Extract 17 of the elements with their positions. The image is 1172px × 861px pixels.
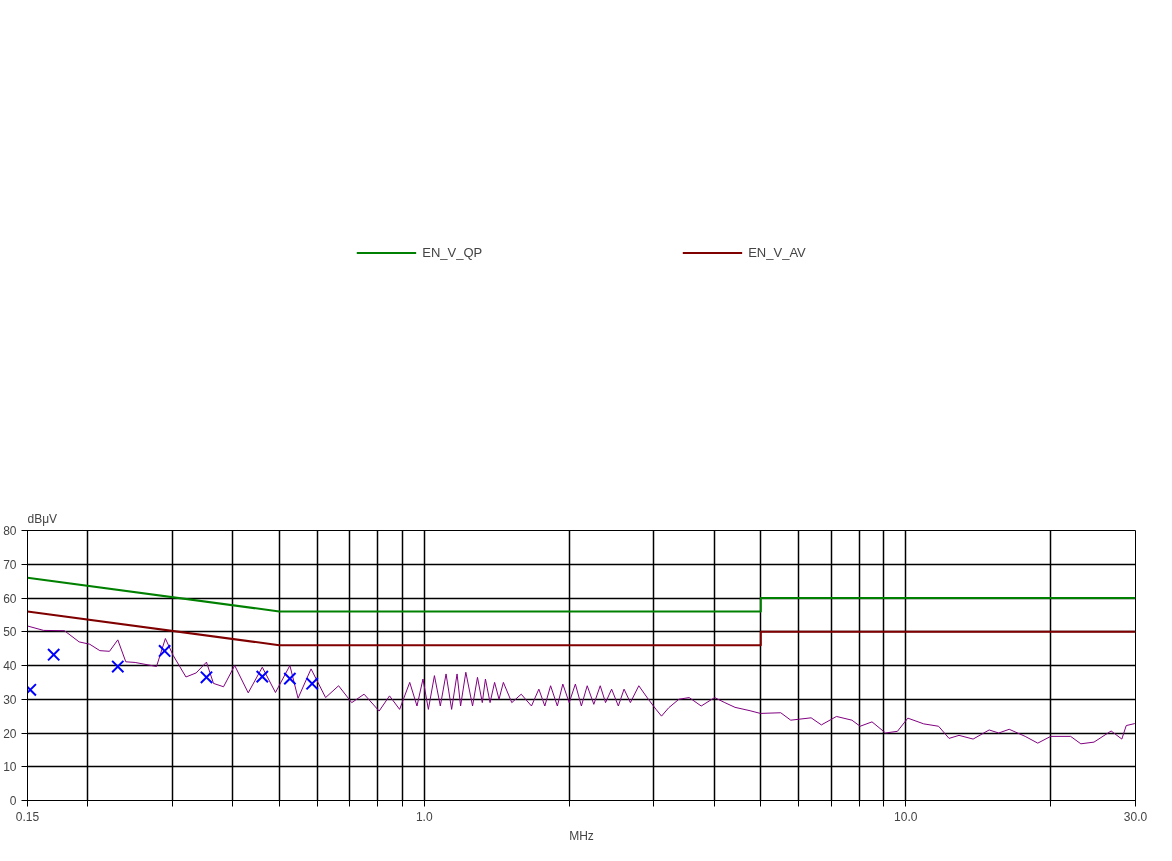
y-tick-label: 40	[3, 659, 17, 673]
x-tick-label: 0.15	[15, 809, 40, 824]
x-axis-title: MHz	[569, 828, 594, 843]
y-tick-label: 0	[9, 794, 17, 808]
y-tick-label: 50	[3, 625, 17, 640]
y-tick-label: 60	[3, 591, 17, 606]
y-tick-label: 80	[3, 524, 17, 538]
y-tick-label: 70	[3, 557, 17, 572]
y-tick-label: 20	[3, 726, 17, 741]
x-tick-label: 10.0	[894, 809, 918, 824]
y-tick-label: 10	[3, 760, 17, 775]
x-tick-label: 30.0	[1123, 809, 1148, 824]
legend-label: EN_V_QP	[422, 244, 483, 260]
y-axis-title: dBμV	[27, 511, 58, 526]
y-tick-label: 30	[3, 692, 17, 707]
x-tick-label: 1.0	[415, 809, 433, 824]
legend-label: EN_V_AV	[748, 244, 806, 260]
